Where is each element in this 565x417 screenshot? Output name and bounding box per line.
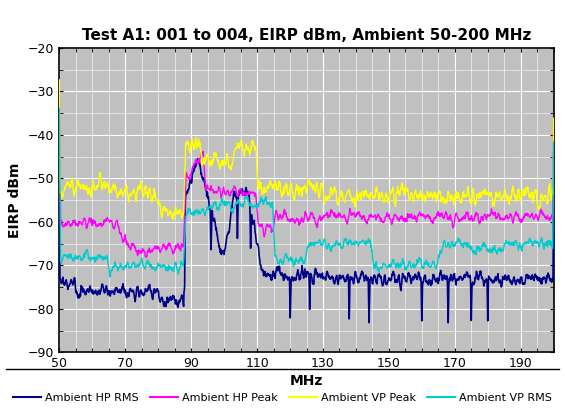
- Ambient VP RMS: [337, 245, 344, 250]
- Ambient VP RMS: [56, 106, 63, 111]
- Line: Ambient VP Peak: Ambient VP Peak: [59, 80, 554, 219]
- Ambient HP Peak: [266, 224, 273, 229]
- Ambient VP Peak: [276, 183, 283, 188]
- Ambient VP RMS: [285, 259, 292, 264]
- Ambient HP Peak: [550, 119, 557, 124]
- Ambient HP RMS: [276, 264, 282, 269]
- Ambient HP Peak: [285, 217, 292, 222]
- Ambient HP RMS: [266, 272, 272, 277]
- Ambient VP Peak: [56, 77, 63, 82]
- Title: Test A1: 001 to 004, EIRP dBm, Ambient 50-200 MHz: Test A1: 001 to 004, EIRP dBm, Ambient 5…: [82, 28, 531, 43]
- Ambient VP RMS: [115, 266, 121, 271]
- Ambient HP Peak: [94, 224, 101, 229]
- Ambient VP Peak: [94, 183, 101, 188]
- Ambient VP RMS: [94, 253, 101, 258]
- Ambient HP RMS: [114, 289, 121, 294]
- Ambient HP Peak: [337, 215, 344, 220]
- Ambient VP Peak: [337, 189, 344, 194]
- Ambient HP RMS: [550, 150, 557, 155]
- Ambient HP RMS: [337, 276, 344, 281]
- Y-axis label: EIRP dBm: EIRP dBm: [8, 163, 23, 238]
- Ambient HP RMS: [445, 320, 451, 325]
- Ambient HP Peak: [143, 255, 150, 260]
- Ambient HP Peak: [276, 212, 283, 217]
- Line: Ambient HP Peak: Ambient HP Peak: [59, 93, 554, 257]
- Legend: Ambient HP RMS, Ambient HP Peak, Ambient VP Peak, Ambient VP RMS: Ambient HP RMS, Ambient HP Peak, Ambient…: [8, 388, 557, 407]
- Ambient HP Peak: [114, 220, 121, 225]
- X-axis label: MHz: MHz: [290, 374, 323, 388]
- Ambient VP Peak: [266, 181, 273, 186]
- Ambient VP Peak: [114, 194, 121, 199]
- Ambient VP Peak: [550, 116, 557, 121]
- Ambient VP Peak: [285, 191, 292, 196]
- Line: Ambient HP RMS: Ambient HP RMS: [59, 152, 554, 323]
- Line: Ambient VP RMS: Ambient VP RMS: [59, 108, 554, 277]
- Ambient VP RMS: [276, 259, 283, 264]
- Ambient VP RMS: [266, 200, 273, 205]
- Ambient VP RMS: [107, 274, 114, 279]
- Ambient VP RMS: [550, 140, 557, 145]
- Ambient HP Peak: [56, 91, 63, 96]
- Ambient HP RMS: [285, 276, 292, 281]
- Ambient HP RMS: [56, 150, 63, 155]
- Ambient HP RMS: [94, 291, 101, 296]
- Ambient VP Peak: [170, 217, 177, 222]
